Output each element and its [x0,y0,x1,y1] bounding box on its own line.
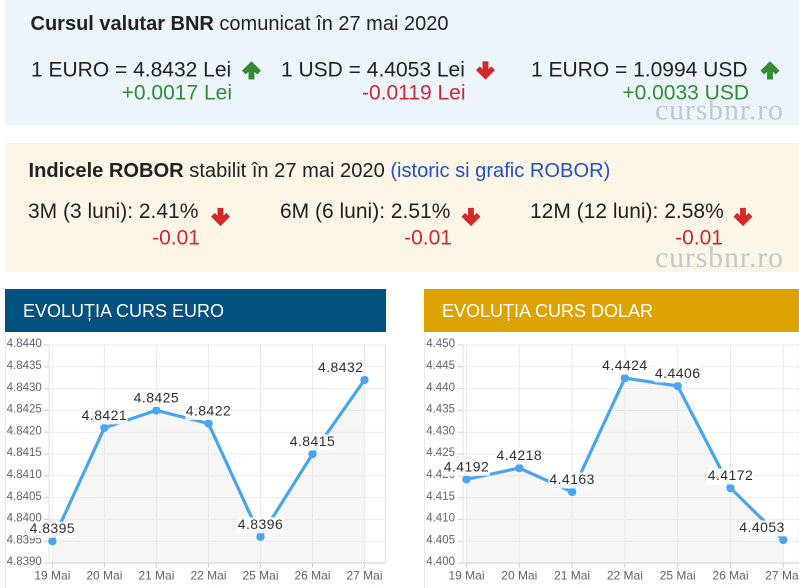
svg-text:27 Mai: 27 Mai [765,569,799,583]
svg-text:4.8425: 4.8425 [134,389,180,405]
svg-text:-0.01: -0.01 [675,227,723,250]
svg-text:26 Mai: 26 Mai [294,569,330,583]
svg-text:4.8421: 4.8421 [82,407,128,423]
svg-text:4.8415: 4.8415 [7,447,42,459]
svg-text:4.440: 4.440 [426,382,455,394]
svg-text:4.8420: 4.8420 [7,425,42,437]
svg-text:3M (3 luni): 2.41%: 3M (3 luni): 2.41% [28,200,198,223]
svg-text:4.8410: 4.8410 [7,469,42,481]
svg-text:4.8396: 4.8396 [238,516,284,532]
svg-text:19 Mai: 19 Mai [448,569,484,583]
svg-text:4.415: 4.415 [426,491,455,503]
svg-text:4.4172: 4.4172 [708,467,754,483]
svg-text:EVOLUȚIA CURS DOLAR: EVOLUȚIA CURS DOLAR [442,301,653,321]
svg-text:4.4163: 4.4163 [549,471,595,487]
svg-text:22 Mai: 22 Mai [190,569,226,583]
svg-text:4.405: 4.405 [426,534,455,546]
svg-text:cursbnr.ro: cursbnr.ro [655,241,784,274]
svg-text:4.8390: 4.8390 [7,556,42,568]
svg-text:4.8440: 4.8440 [7,338,42,350]
svg-text:4.4424: 4.4424 [602,357,648,373]
svg-text:27 Mai: 27 Mai [346,569,382,583]
svg-text:4.8422: 4.8422 [186,403,232,419]
svg-text:Indicele ROBOR stabilit în 27: Indicele ROBOR stabilit în 27 mai 2020 (… [29,160,611,182]
svg-text:cursbnr.ro: cursbnr.ro [655,94,784,127]
svg-text:4.410: 4.410 [426,513,455,525]
svg-text:4.4218: 4.4218 [497,447,543,463]
svg-text:4.450: 4.450 [426,338,455,350]
svg-text:25 Mai: 25 Mai [660,569,696,583]
svg-text:4.400: 4.400 [426,556,455,568]
svg-text:4.8400: 4.8400 [7,513,42,525]
svg-text:4.8395: 4.8395 [30,520,76,536]
svg-text:4.445: 4.445 [426,360,455,372]
svg-text:-0.01: -0.01 [152,227,200,250]
svg-text:4.8435: 4.8435 [7,360,42,372]
svg-text:EVOLUȚIA CURS EURO: EVOLUȚIA CURS EURO [23,301,224,321]
svg-text:+0.0033 USD: +0.0033 USD [622,82,749,105]
svg-text:12M (12 luni): 2.58%: 12M (12 luni): 2.58% [530,200,724,223]
svg-text:4.8425: 4.8425 [7,404,42,416]
svg-text:26 Mai: 26 Mai [712,569,748,583]
svg-text:-0.01: -0.01 [404,227,452,250]
svg-text:4.8415: 4.8415 [290,433,336,449]
svg-text:4.8432: 4.8432 [318,359,364,375]
svg-text:1 EURO = 4.8432 Lei: 1 EURO = 4.8432 Lei [31,59,231,82]
svg-text:25 Mai: 25 Mai [242,569,278,583]
svg-text:4.435: 4.435 [426,404,455,416]
svg-text:19 Mai: 19 Mai [34,569,70,583]
svg-text:+0.0017 Lei: +0.0017 Lei [122,82,232,105]
svg-text:4.8405: 4.8405 [7,491,42,503]
svg-text:1 EURO = 1.0994 USD: 1 EURO = 1.0994 USD [531,59,748,82]
svg-text:4.430: 4.430 [426,425,455,437]
svg-text:22 Mai: 22 Mai [607,569,643,583]
svg-text:4.4192: 4.4192 [444,458,490,474]
svg-text:4.8430: 4.8430 [7,382,42,394]
svg-text:21 Mai: 21 Mai [554,569,590,583]
svg-text:1 USD = 4.4053 Lei: 1 USD = 4.4053 Lei [281,59,465,82]
svg-text:Cursul valutar BNR comunicat î: Cursul valutar BNR comunicat în 27 mai 2… [31,13,449,35]
svg-text:-0.0119 Lei: -0.0119 Lei [362,82,466,105]
svg-text:4.425: 4.425 [426,447,455,459]
svg-text:4.4053: 4.4053 [739,519,785,535]
svg-text:20 Mai: 20 Mai [501,569,537,583]
svg-text:21 Mai: 21 Mai [138,569,174,583]
svg-text:4.4406: 4.4406 [655,365,701,381]
svg-text:6M (6 luni): 2.51%: 6M (6 luni): 2.51% [280,200,450,223]
svg-text:20 Mai: 20 Mai [86,569,122,583]
